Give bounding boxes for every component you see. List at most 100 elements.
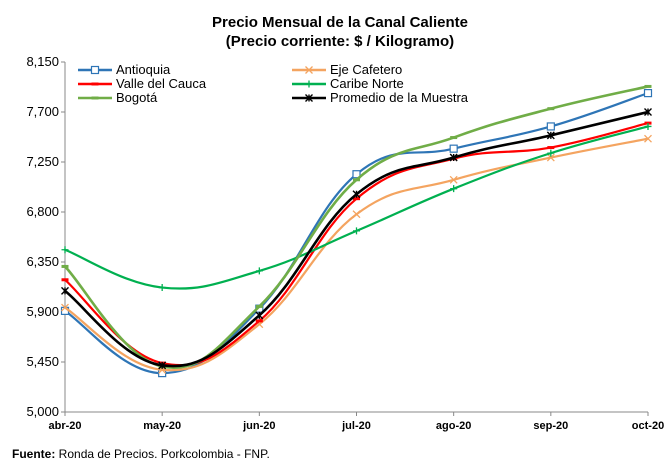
- legend-item: Promedio de la Muestra: [292, 90, 469, 105]
- series-5: [61, 108, 652, 370]
- series-3: [61, 122, 652, 292]
- series-4: [61, 84, 652, 369]
- marker-square: [90, 65, 100, 75]
- y-tick-label: 5,900: [26, 304, 59, 319]
- marker-x: [61, 303, 69, 312]
- data-point: [352, 190, 361, 199]
- series-line: [63, 85, 650, 369]
- marker-dash: [547, 107, 555, 111]
- marker-dash: [547, 146, 555, 150]
- legend-marker: [91, 96, 99, 100]
- marker-dash: [91, 96, 99, 100]
- source-text: Ronda de Precios. Porkcolombia - FNP.: [55, 447, 270, 461]
- source-note: Fuente: Ronda de Precios. Porkcolombia -…: [12, 447, 270, 461]
- y-tick-label: 7,700: [26, 104, 59, 119]
- legend-item: Bogotá: [78, 90, 158, 105]
- legend-label: Antioquia: [116, 62, 171, 77]
- data-point: [158, 361, 167, 370]
- axes: [61, 61, 649, 416]
- marker-star: [255, 311, 264, 320]
- legend: Antioquia Eje Cafetero Valle del Cauca Cari…: [78, 62, 469, 105]
- marker-plus: [353, 227, 360, 235]
- series-layer: [60, 84, 653, 378]
- marker-star: [61, 286, 69, 295]
- data-point: [644, 122, 652, 130]
- marker-dash: [91, 82, 99, 86]
- marker-x: [449, 175, 458, 184]
- marker-plus: [644, 122, 652, 130]
- marker-dash: [61, 264, 69, 268]
- legend-label: Valle del Cauca: [116, 76, 207, 91]
- chart-subtitle: (Precio corriente: $ / Kilogramo): [226, 33, 454, 50]
- legend-item: Caribe Norte: [292, 76, 404, 91]
- y-tick-label: 8,150: [26, 54, 59, 69]
- data-point: [449, 144, 458, 153]
- data-point: [61, 264, 69, 268]
- data-point: [61, 278, 69, 282]
- data-point: [449, 153, 458, 162]
- data-point: [352, 210, 361, 219]
- legend-label: Caribe Norte: [330, 76, 404, 91]
- marker-star: [305, 94, 313, 102]
- marker-x: [352, 210, 361, 219]
- legend-label: Promedio de la Muestra: [330, 90, 469, 105]
- x-tick-label: ago-20: [436, 420, 471, 432]
- source-label: Fuente:: [12, 447, 55, 461]
- marker-star: [644, 108, 652, 116]
- series-line: [63, 125, 650, 290]
- x-tick-label: abr-20: [48, 420, 81, 432]
- series-line: [63, 122, 650, 367]
- data-point: [158, 284, 166, 292]
- y-tick-label: 5,450: [26, 354, 59, 369]
- marker-square: [449, 144, 458, 153]
- marker-star: [546, 131, 555, 140]
- legend-marker: [90, 65, 100, 75]
- data-point: [546, 153, 555, 162]
- marker-dash: [255, 304, 263, 308]
- marker-square: [546, 122, 555, 131]
- data-point: [644, 84, 652, 88]
- data-point: [546, 122, 555, 131]
- legend-marker: [91, 82, 99, 86]
- data-point: [61, 286, 69, 295]
- data-point: [547, 146, 555, 150]
- marker-plus: [450, 185, 458, 193]
- marker-dash: [644, 84, 652, 88]
- y-tick-label: 6,800: [26, 204, 59, 219]
- marker-dash: [450, 136, 458, 140]
- y-tick-label: 6,350: [26, 254, 59, 269]
- data-point: [353, 227, 360, 235]
- data-point: [352, 170, 361, 179]
- series-2: [61, 121, 652, 367]
- marker-plus: [61, 246, 69, 254]
- data-point: [450, 185, 458, 193]
- data-point: [546, 131, 555, 140]
- data-point: [353, 197, 360, 201]
- y-tick-label: 7,250: [26, 154, 59, 169]
- data-point: [61, 246, 69, 254]
- chart-title: Precio Mensual de la Canal Caliente: [212, 14, 468, 31]
- x-tick-labels: abr-20 may-20 jun-20 jul-20 ago-20 sep-20 oct-…: [48, 420, 664, 432]
- marker-dash: [61, 278, 69, 282]
- data-point: [255, 311, 264, 320]
- data-point: [644, 108, 652, 116]
- data-point: [643, 89, 653, 98]
- data-point: [450, 136, 458, 140]
- marker-square: [643, 89, 653, 98]
- marker-star: [158, 361, 167, 370]
- data-point: [547, 149, 555, 157]
- data-point: [255, 267, 263, 275]
- data-point: [353, 178, 360, 182]
- marker-dash: [353, 197, 360, 201]
- marker-plus: [547, 149, 555, 157]
- marker-x: [644, 134, 652, 143]
- data-point: [255, 319, 263, 323]
- marker-plus: [305, 80, 313, 88]
- marker-star: [449, 153, 458, 162]
- x-tick-label: sep-20: [533, 420, 568, 432]
- legend-marker: [305, 94, 313, 102]
- legend-marker: [305, 66, 313, 74]
- x-tick-label: jul-20: [341, 420, 371, 432]
- data-point: [255, 304, 263, 308]
